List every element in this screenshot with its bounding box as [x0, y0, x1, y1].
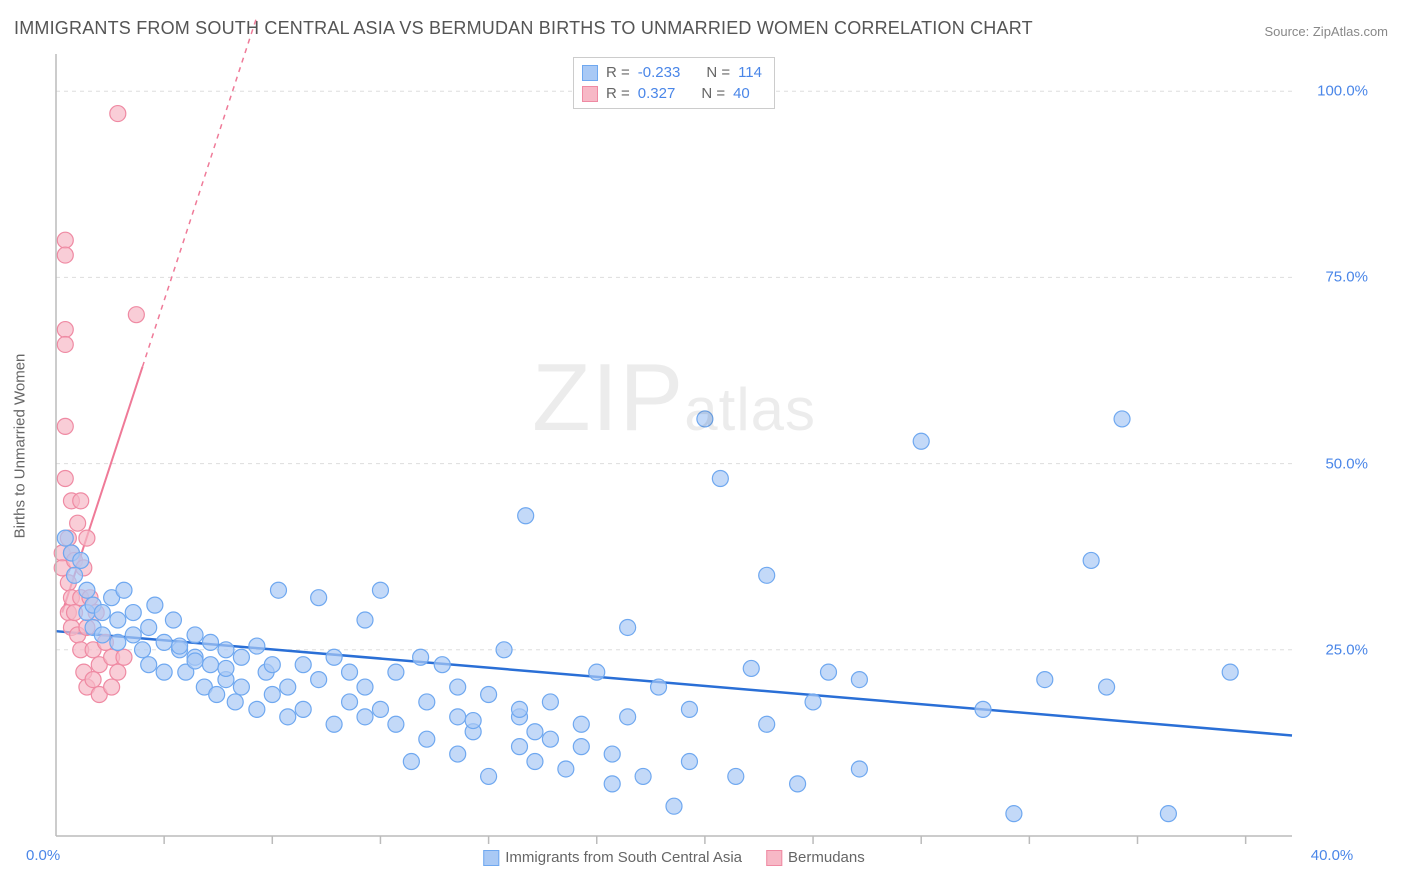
legend-square-icon: [582, 65, 598, 81]
trend-lines: [56, 17, 1292, 736]
ticks: [164, 836, 1246, 844]
plot-area: 25.0%50.0%75.0%100.0% 0.0%40.0% ZIPatlas…: [56, 54, 1376, 836]
legend-item: Bermudans: [766, 849, 865, 866]
y-tick-label: 25.0%: [1325, 641, 1368, 658]
r-value: 0.327: [638, 83, 676, 104]
n-value: 114: [738, 62, 762, 83]
legend-label: Immigrants from South Central Asia: [505, 849, 742, 866]
stats-legend: R = -0.233 N = 114 R = 0.327 N = 40: [573, 57, 775, 109]
r-label: R =: [606, 83, 630, 104]
chart-title: IMMIGRANTS FROM SOUTH CENTRAL ASIA VS BE…: [14, 18, 1033, 39]
source-label: Source: ZipAtlas.com: [1264, 24, 1388, 39]
plot-svg: [56, 54, 1292, 836]
y-tick-label: 75.0%: [1325, 269, 1368, 286]
scatter-points: [54, 106, 1238, 822]
x-tick-label: 40.0%: [1311, 847, 1354, 864]
legend-square-icon: [766, 850, 782, 866]
bottom-legend: Immigrants from South Central Asia Bermu…: [483, 849, 864, 866]
n-value: 40: [733, 83, 750, 104]
gridlines: [56, 91, 1292, 650]
plot-inner: 25.0%50.0%75.0%100.0% 0.0%40.0% ZIPatlas…: [56, 54, 1292, 836]
legend-label: Bermudans: [788, 849, 865, 866]
y-tick-label: 100.0%: [1317, 83, 1368, 100]
legend-item: Immigrants from South Central Asia: [483, 849, 742, 866]
y-axis-label: Births to Unmarried Women: [12, 354, 29, 539]
r-label: R =: [606, 62, 630, 83]
n-label: N =: [706, 62, 730, 83]
n-label: N =: [701, 83, 725, 104]
legend-square-icon: [582, 86, 598, 102]
r-value: -0.233: [638, 62, 681, 83]
stats-row: R = -0.233 N = 114: [582, 62, 762, 83]
chart-container: IMMIGRANTS FROM SOUTH CENTRAL ASIA VS BE…: [0, 0, 1406, 892]
y-tick-label: 50.0%: [1325, 455, 1368, 472]
stats-row: R = 0.327 N = 40: [582, 83, 762, 104]
x-tick-label: 0.0%: [26, 847, 60, 864]
legend-square-icon: [483, 850, 499, 866]
